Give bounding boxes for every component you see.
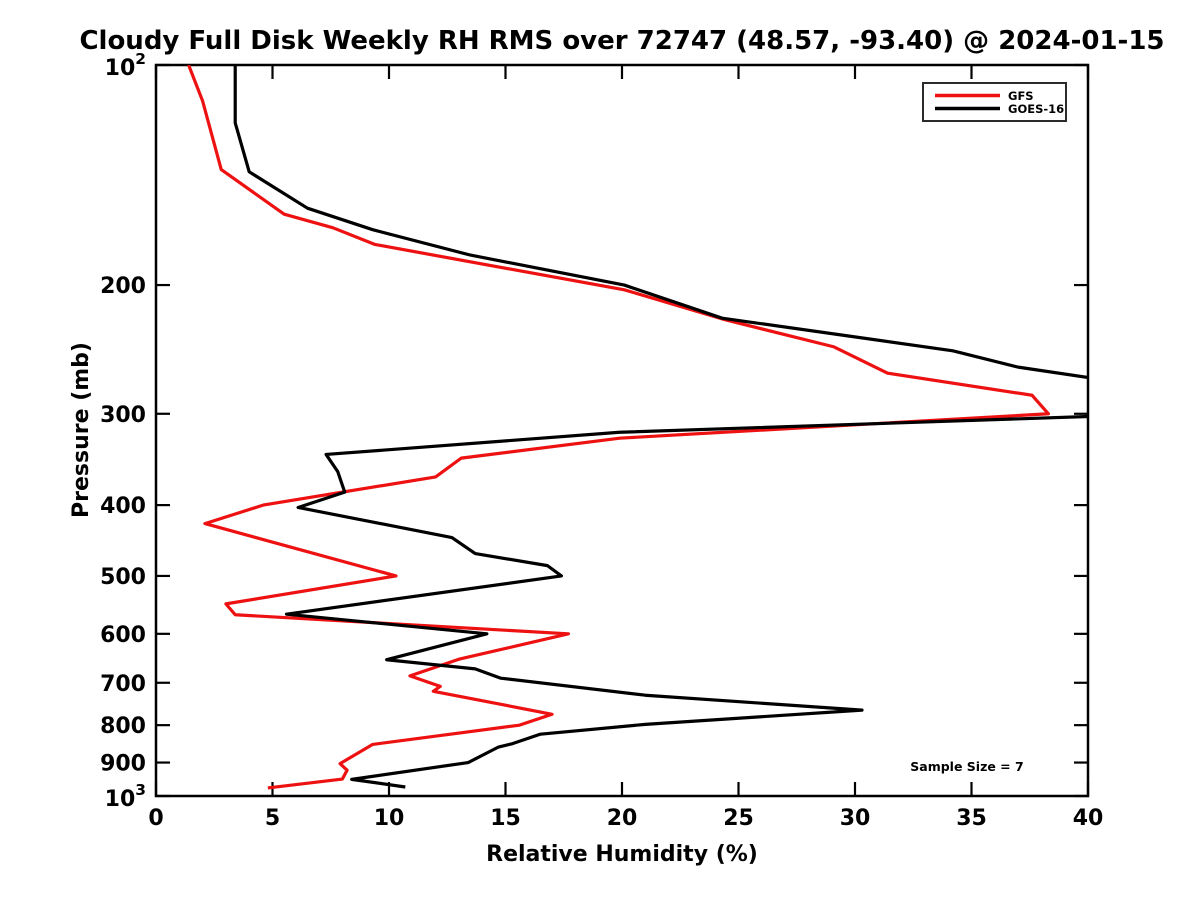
- x-tick-label: 20: [607, 806, 638, 831]
- data-series-group: [187, 65, 1088, 790]
- legend-box: [922, 82, 1067, 122]
- y-tick-label: 102: [105, 50, 146, 81]
- axis-tick-labels: 0 5 10 15 20 25 30 35 40 102 200 300 400 500 600 700 800…: [100, 50, 1103, 831]
- plot-box: [154, 63, 1090, 798]
- legend-label-goes16: GOES-16: [1008, 102, 1064, 116]
- y-tick-label: 800: [100, 714, 146, 739]
- chart-title: Cloudy Full Disk Weekly RH RMS over 7274…: [79, 26, 1164, 56]
- x-tick-label: 25: [723, 806, 754, 831]
- y-axis-label: Pressure (mb): [69, 342, 94, 518]
- x-tick-label: 35: [956, 806, 987, 831]
- x-tick-label: 0: [148, 806, 163, 831]
- y-tick-label: 900: [100, 752, 146, 777]
- y-tick-label: 300: [100, 403, 146, 428]
- y-tick-label: 200: [100, 274, 146, 299]
- series-line-gfs: [187, 65, 1050, 790]
- x-axis-label: Relative Humidity (%): [486, 842, 758, 867]
- y-tick-label: 103: [105, 781, 146, 812]
- y-tick-label: 400: [100, 494, 146, 519]
- series-line-goes-16: [233, 65, 1088, 789]
- legend[interactable]: GFS GOES-16: [922, 82, 1067, 122]
- y-tick-label: 500: [100, 565, 146, 590]
- x-tick-label: 30: [840, 806, 871, 831]
- y-tick-label: 600: [100, 623, 146, 648]
- x-tick-label: 5: [265, 806, 280, 831]
- sample-size-annotation: Sample Size = 7: [910, 759, 1023, 774]
- y-tick-label: 700: [100, 672, 146, 697]
- x-tick-label: 10: [374, 806, 405, 831]
- axis-ticks: [154, 63, 1090, 798]
- legend-label-gfs: GFS: [1008, 89, 1034, 103]
- x-tick-label: 15: [490, 806, 521, 831]
- x-tick-label: 40: [1073, 806, 1104, 831]
